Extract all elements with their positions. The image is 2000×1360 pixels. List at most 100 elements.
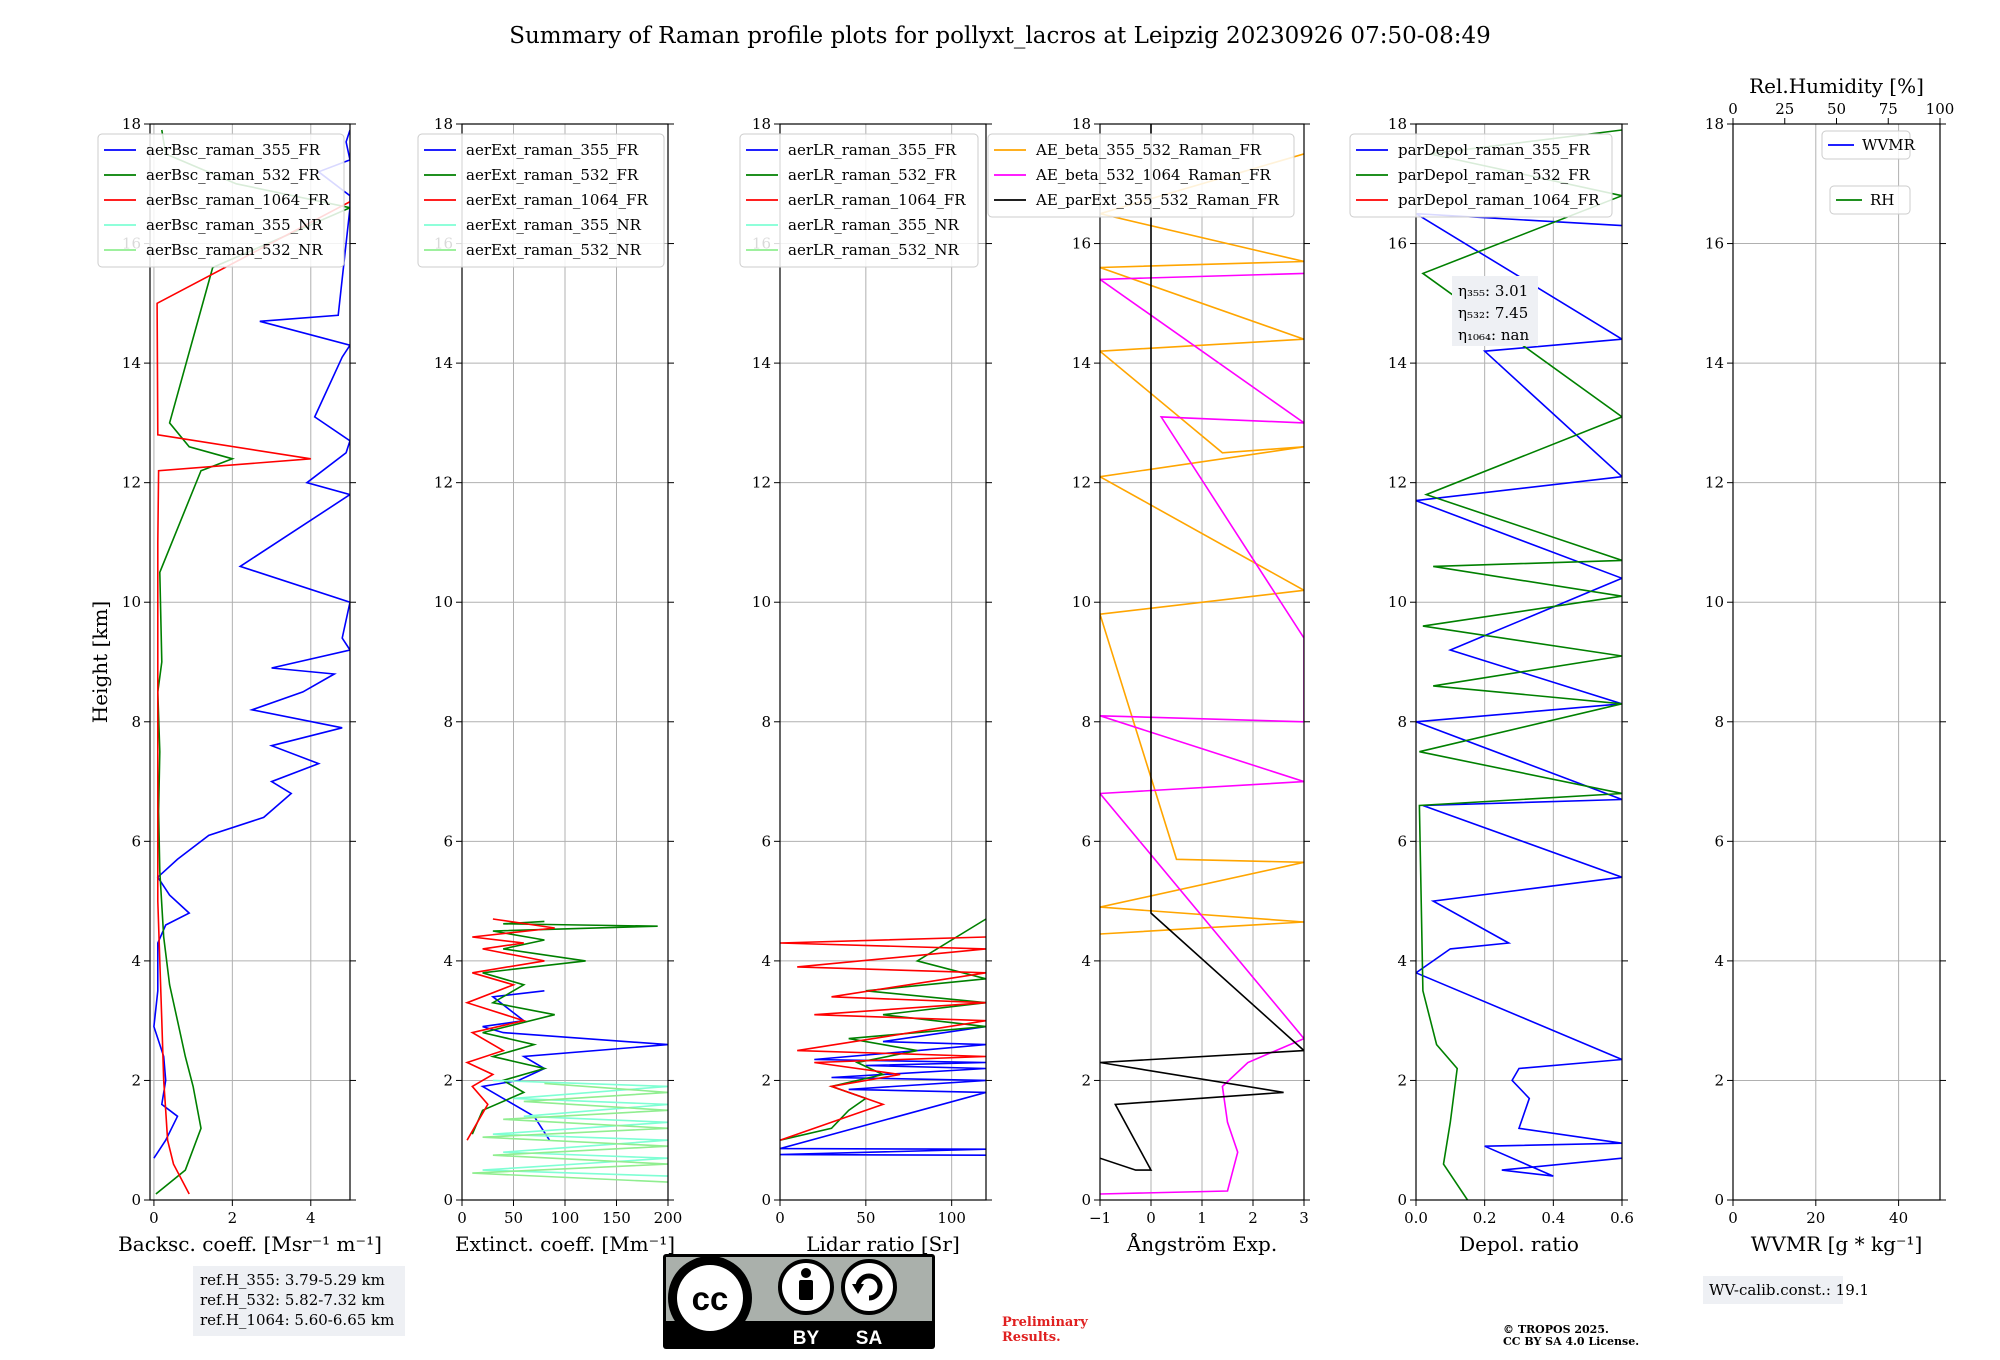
lr-legend-item: aerLR_raman_532_NR <box>788 241 959 259</box>
ang-ytick-label: 14 <box>1072 354 1091 372</box>
ext-ytick-label: 12 <box>434 474 453 492</box>
ang-ytick-label: 12 <box>1072 474 1091 492</box>
bsc-ylabel: Height [km] <box>88 601 112 723</box>
ext-ytick-label: 10 <box>434 593 453 611</box>
ref-height-box: ref.H_355: 3.79-5.29 km ref.H_532: 5.82-… <box>193 1266 405 1336</box>
lr-ytick-label: 2 <box>761 1071 771 1089</box>
ang-ytick-label: 10 <box>1072 593 1091 611</box>
lr-series-group <box>780 918 986 1156</box>
wv-legend-box <box>1821 130 1911 160</box>
lr-ytick-label: 8 <box>761 713 771 731</box>
ang-ytick-label: 8 <box>1081 713 1091 731</box>
ext-ytick-label: 14 <box>434 354 453 372</box>
dep-series-parDepol_raman_355_FR <box>1416 212 1622 1177</box>
dep-xtick-label: 0.6 <box>1610 1209 1634 1227</box>
bsc-legend-item: aerBsc_raman_1064_FR <box>146 191 330 209</box>
ang-legend-item: AE_parExt_355_532_Raman_FR <box>1035 191 1280 209</box>
wv-ytick-label: 14 <box>1705 354 1724 372</box>
depol-eta-1: η₅₃₂: 7.45 <box>1458 304 1528 322</box>
ang-xtick-label: 2 <box>1248 1209 1258 1227</box>
bsc-xlabel: Backsc. coeff. [Msr⁻¹ m⁻¹] <box>118 1232 382 1256</box>
dep-legend-item: parDepol_raman_532_FR <box>1398 166 1591 184</box>
dep-legend-item: parDepol_raman_355_FR <box>1398 141 1591 159</box>
lr-ytick-label: 6 <box>761 832 771 850</box>
wv-xtick-label: 20 <box>1806 1209 1825 1227</box>
depol-eta-2: η₁₀₆₄: nan <box>1458 326 1529 344</box>
ext-xtick-label: 50 <box>504 1209 523 1227</box>
wv-ytick-label: 16 <box>1705 235 1724 253</box>
cc-icon <box>677 1265 743 1331</box>
ang-xtick-label: 3 <box>1299 1209 1309 1227</box>
preliminary-line-1: Preliminary <box>1002 1315 1088 1330</box>
bsc-ytick-label: 14 <box>122 354 141 372</box>
ext-xtick-label: 200 <box>654 1209 683 1227</box>
wv-ytick-label: 12 <box>1705 474 1724 492</box>
lr-xtick-label: 0 <box>775 1209 785 1227</box>
dep-ytick-label: 4 <box>1397 952 1407 970</box>
ref-height-1064: ref.H_1064: 5.60-6.65 km <box>200 1311 394 1329</box>
sa-icon <box>841 1259 897 1315</box>
wv-legend-item: RH <box>1870 191 1894 209</box>
bsc-xtick-label: 4 <box>306 1209 316 1227</box>
lr-ytick-label: 18 <box>752 115 771 133</box>
lr-legend-item: aerLR_raman_355_FR <box>788 141 957 159</box>
wv-toptick-label: 25 <box>1775 100 1794 118</box>
ang-series-AE_parExt_355_532_Raman_FR <box>1100 124 1304 1171</box>
ang-ytick-label: 4 <box>1081 952 1091 970</box>
ang-legend: AE_beta_355_532_Raman_FR AE_beta_532_1064… <box>987 133 1295 218</box>
wv-ytick-label: 6 <box>1714 832 1724 850</box>
wv-toptick-label: 0 <box>1728 100 1738 118</box>
ext-ytick-label: 2 <box>443 1071 453 1089</box>
bsc-legend-item: aerBsc_raman_355_NR <box>146 216 323 234</box>
ext-ytick-label: 8 <box>443 713 453 731</box>
ref-height-532: ref.H_532: 5.82-7.32 km <box>200 1291 385 1309</box>
preliminary-line-2: Results. <box>1002 1330 1061 1345</box>
wv-calib-text: WV-calib.const.: 19.1 <box>1709 1281 1869 1299</box>
lr-ytick-label: 14 <box>752 354 771 372</box>
sa-icon-arc <box>855 1273 883 1301</box>
dep-xlabel: Depol. ratio <box>1459 1232 1579 1256</box>
wv-ytick-label: 10 <box>1705 593 1724 611</box>
bsc-legend-box <box>97 133 345 268</box>
ang-ytick-label: 16 <box>1072 235 1091 253</box>
lr-legend: aerLR_raman_355_FR aerLR_raman_532_FR aerL… <box>739 133 979 268</box>
bsc-series-aerBsc_raman_1064_FR <box>156 200 350 1195</box>
bsc-axes-frame <box>149 123 351 1201</box>
by-icon-head <box>801 1268 811 1278</box>
ref-height-355: ref.H_355: 3.79-5.29 km <box>200 1271 385 1289</box>
ang-ytick-label: 18 <box>1072 115 1091 133</box>
wv-calib-bg <box>1703 1276 1843 1304</box>
ext-series-group <box>464 918 668 1183</box>
dep-ytick-label: 16 <box>1388 235 1407 253</box>
dep-ytick-label: 12 <box>1388 474 1407 492</box>
wv-xtick-label: 40 <box>1889 1209 1908 1227</box>
bsc-ytick-label: 0 <box>131 1191 141 1209</box>
ext-ytick-label: 0 <box>443 1191 453 1209</box>
ext-legend-item: aerExt_raman_355_NR <box>466 216 642 234</box>
wv-toptick-label: 100 <box>1926 100 1955 118</box>
ang-xtick-label: 1 <box>1197 1209 1207 1227</box>
bsc-ytick-label: 2 <box>131 1071 141 1089</box>
panel-bsc: 024681012141618024Backsc. coeff. [Msr⁻¹ … <box>88 115 382 1256</box>
wv-xlabel: WVMR [g * kg⁻¹] <box>1751 1232 1923 1256</box>
dep-axes-frame <box>1415 123 1623 1201</box>
sa-icon-arrow <box>852 1284 864 1294</box>
wv-toptick-label: 50 <box>1827 100 1846 118</box>
ext-series-aerExt_raman_532_NR <box>472 1082 668 1183</box>
dep-xtick-label: 0.0 <box>1404 1209 1428 1227</box>
by-label: BY <box>793 1328 820 1349</box>
bsc-series-group <box>153 129 350 1195</box>
lr-ytick-label: 0 <box>761 1191 771 1209</box>
ang-series-AE_beta_532_1064_Raman_FR <box>1100 272 1304 1195</box>
ext-series-aerExt_raman_355_NR <box>482 1079 668 1177</box>
lr-xtick-label: 100 <box>937 1209 966 1227</box>
lr-axes-frame <box>779 123 987 1201</box>
ext-xlabel: Extinct. coeff. [Mm⁻¹] <box>455 1232 675 1256</box>
dep-ytick-label: 8 <box>1397 713 1407 731</box>
dep-legend: parDepol_raman_355_FR parDepol_raman_532_… <box>1349 133 1613 218</box>
lr-legend-item: aerLR_raman_532_FR <box>788 166 957 184</box>
bsc-series-aerBsc_raman_355_FR <box>153 129 350 1159</box>
copyright-line-1: © TROPOS 2025. <box>1503 1323 1609 1336</box>
ang-legend-item: AE_beta_532_1064_Raman_FR <box>1035 166 1271 184</box>
